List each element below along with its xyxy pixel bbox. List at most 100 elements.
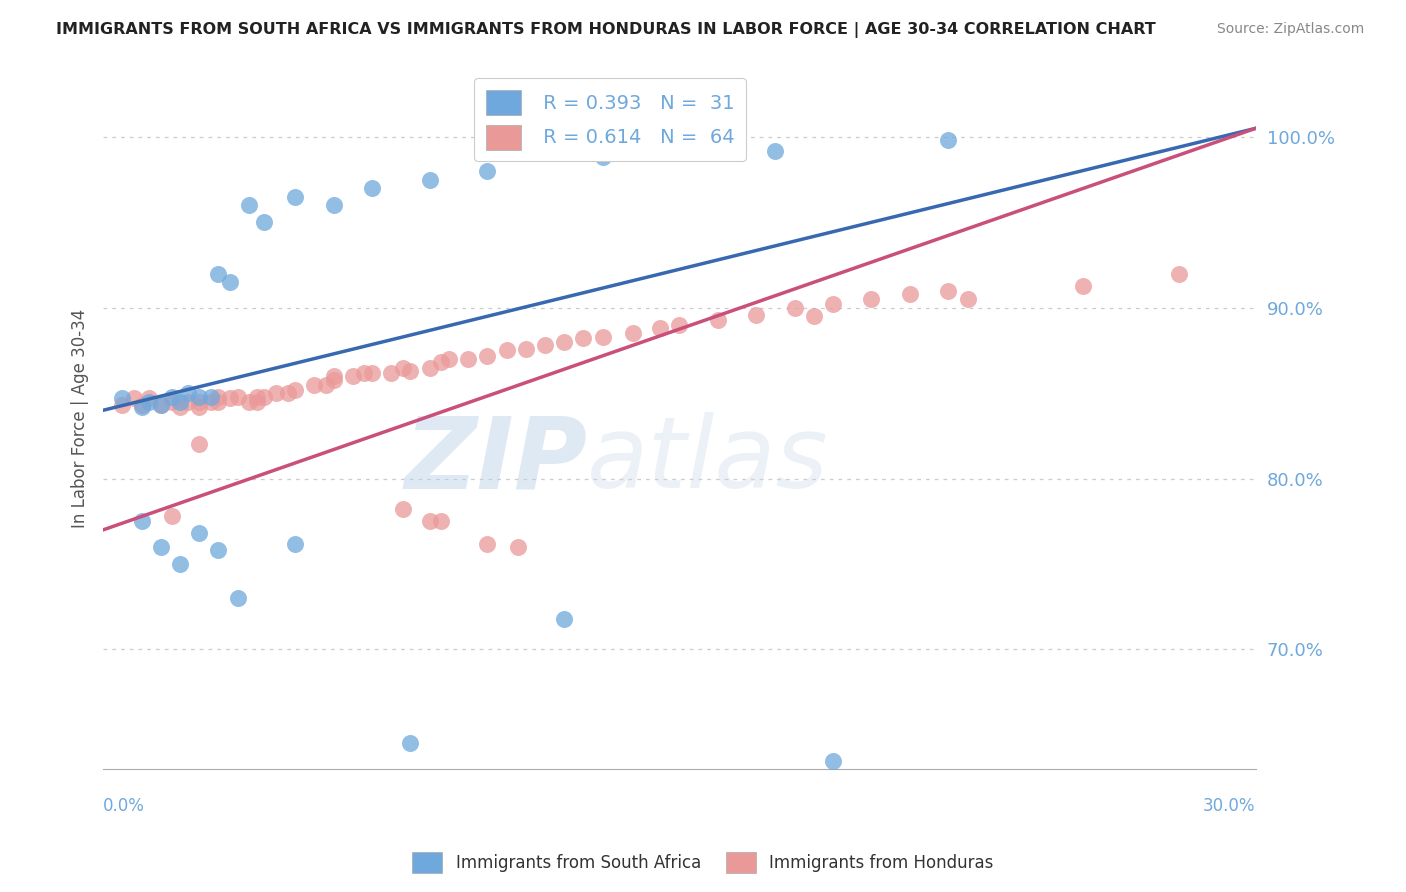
Text: Source: ZipAtlas.com: Source: ZipAtlas.com — [1216, 22, 1364, 37]
Point — [122, 392, 145, 406]
Point — [188, 526, 211, 541]
Point — [783, 301, 806, 315]
Text: atlas: atlas — [588, 412, 828, 509]
Point — [322, 369, 344, 384]
Point — [284, 383, 307, 397]
Point — [430, 355, 453, 369]
Point — [162, 509, 184, 524]
Point — [138, 394, 160, 409]
Point — [149, 398, 172, 412]
Point — [200, 390, 222, 404]
Text: ZIP: ZIP — [404, 412, 588, 509]
Point — [553, 334, 575, 349]
Point — [803, 310, 825, 324]
Point — [399, 364, 422, 378]
Point — [226, 591, 249, 606]
Point — [621, 326, 644, 341]
Point — [391, 360, 413, 375]
Point — [457, 351, 479, 366]
Text: 0.0%: 0.0% — [103, 797, 145, 815]
Point — [495, 343, 517, 358]
Point — [188, 400, 211, 414]
Point — [246, 390, 269, 404]
Point — [131, 514, 153, 528]
Point — [149, 540, 172, 554]
Point — [226, 390, 249, 404]
Point — [823, 297, 845, 311]
Point — [284, 536, 307, 550]
Point — [477, 349, 499, 363]
Point — [506, 540, 529, 554]
Point — [361, 366, 384, 380]
Point — [823, 754, 845, 768]
Text: 30.0%: 30.0% — [1204, 797, 1256, 815]
Point — [246, 394, 269, 409]
Point — [169, 557, 191, 571]
Point — [353, 366, 375, 380]
Point — [322, 198, 344, 212]
Point — [207, 394, 229, 409]
Point — [219, 392, 242, 406]
Point — [936, 284, 959, 298]
Point — [111, 398, 134, 412]
Point — [304, 377, 326, 392]
Point — [169, 394, 191, 409]
Point — [188, 437, 211, 451]
Point — [391, 502, 413, 516]
Point — [1071, 278, 1094, 293]
Point — [200, 394, 222, 409]
Point — [419, 360, 441, 375]
Point — [138, 392, 160, 406]
Y-axis label: In Labor Force | Age 30-34: In Labor Force | Age 30-34 — [72, 310, 89, 528]
Point — [207, 390, 229, 404]
Point — [572, 331, 595, 345]
Point — [169, 400, 191, 414]
Point — [207, 267, 229, 281]
Point — [361, 181, 384, 195]
Point — [936, 133, 959, 147]
Point — [315, 377, 337, 392]
Point — [419, 172, 441, 186]
Point — [176, 394, 198, 409]
Point — [1167, 267, 1189, 281]
Point — [477, 164, 499, 178]
Point — [668, 318, 690, 332]
Point — [176, 386, 198, 401]
Point — [162, 394, 184, 409]
Point — [534, 338, 557, 352]
Point — [284, 189, 307, 203]
Legend:  R = 0.393   N =  31,  R = 0.614   N =  64: R = 0.393 N = 31, R = 0.614 N = 64 — [474, 78, 747, 161]
Point — [707, 312, 730, 326]
Point — [430, 514, 453, 528]
Point — [253, 215, 276, 229]
Point — [264, 386, 287, 401]
Point — [745, 308, 768, 322]
Point — [437, 351, 460, 366]
Text: IMMIGRANTS FROM SOUTH AFRICA VS IMMIGRANTS FROM HONDURAS IN LABOR FORCE | AGE 30: IMMIGRANTS FROM SOUTH AFRICA VS IMMIGRAN… — [56, 22, 1156, 38]
Point — [419, 514, 441, 528]
Point — [111, 392, 134, 406]
Point — [553, 612, 575, 626]
Point — [342, 369, 364, 384]
Point — [188, 394, 211, 409]
Point — [380, 366, 402, 380]
Point — [219, 275, 242, 289]
Point — [131, 400, 153, 414]
Point — [238, 198, 260, 212]
Point — [399, 736, 422, 750]
Point — [592, 150, 614, 164]
Point — [277, 386, 299, 401]
Point — [162, 390, 184, 404]
Point — [322, 372, 344, 386]
Point — [898, 287, 921, 301]
Legend: Immigrants from South Africa, Immigrants from Honduras: Immigrants from South Africa, Immigrants… — [406, 846, 1000, 880]
Point — [592, 330, 614, 344]
Point — [238, 394, 260, 409]
Point — [188, 390, 211, 404]
Point — [765, 144, 787, 158]
Point — [131, 398, 153, 412]
Point — [515, 342, 537, 356]
Point — [149, 398, 172, 412]
Point — [956, 292, 979, 306]
Point — [860, 292, 883, 306]
